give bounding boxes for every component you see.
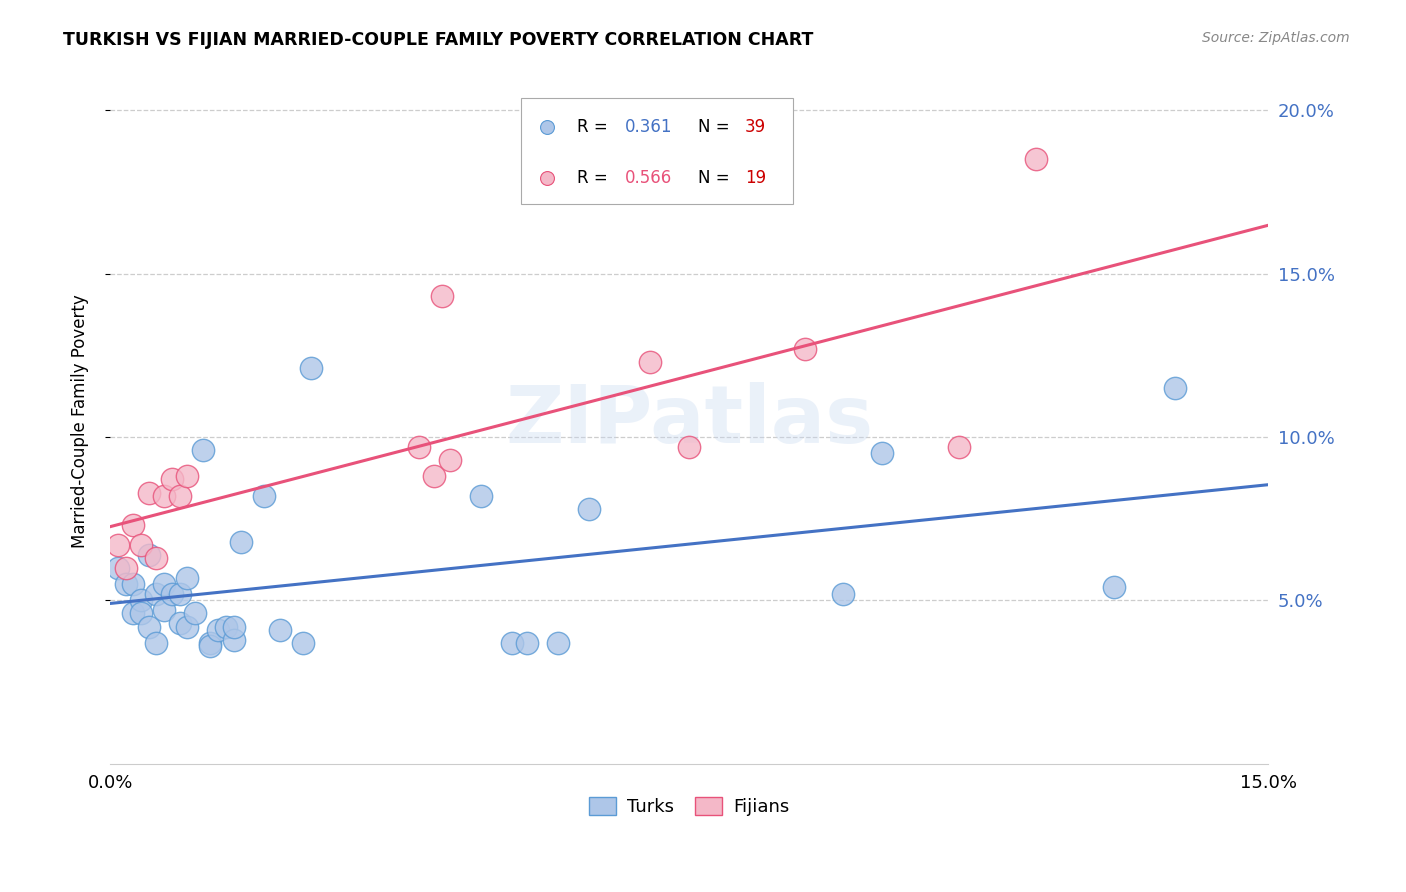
Point bbox=[145, 587, 167, 601]
Point bbox=[160, 473, 183, 487]
Text: 0.361: 0.361 bbox=[626, 118, 673, 136]
Point bbox=[678, 440, 700, 454]
Point bbox=[299, 361, 322, 376]
Point bbox=[1025, 152, 1047, 166]
Point bbox=[153, 489, 176, 503]
Point bbox=[138, 548, 160, 562]
Point bbox=[191, 443, 214, 458]
Text: 19: 19 bbox=[745, 169, 766, 186]
Point bbox=[640, 355, 662, 369]
Point bbox=[122, 577, 145, 591]
Point bbox=[122, 607, 145, 621]
Point bbox=[129, 538, 152, 552]
Point bbox=[253, 489, 276, 503]
Point bbox=[153, 603, 176, 617]
Point bbox=[138, 619, 160, 633]
Point bbox=[200, 636, 222, 650]
Point bbox=[948, 440, 970, 454]
Point bbox=[222, 632, 245, 647]
Point bbox=[408, 440, 430, 454]
Point bbox=[114, 560, 136, 574]
Point bbox=[200, 639, 222, 653]
Point bbox=[215, 619, 238, 633]
Text: N =: N = bbox=[699, 169, 735, 186]
Point bbox=[169, 616, 191, 631]
Text: ZIPatlas: ZIPatlas bbox=[505, 382, 873, 459]
Point bbox=[1102, 580, 1125, 594]
Point bbox=[793, 342, 815, 356]
Point bbox=[129, 607, 152, 621]
Point bbox=[231, 534, 253, 549]
Point bbox=[439, 453, 461, 467]
Point bbox=[423, 469, 446, 483]
Point bbox=[129, 593, 152, 607]
Point bbox=[578, 501, 600, 516]
Point bbox=[169, 587, 191, 601]
Point bbox=[169, 489, 191, 503]
Point bbox=[184, 607, 207, 621]
FancyBboxPatch shape bbox=[522, 98, 793, 204]
Point bbox=[160, 587, 183, 601]
Point bbox=[153, 577, 176, 591]
Point bbox=[176, 469, 198, 483]
Point bbox=[470, 489, 492, 503]
Point bbox=[176, 619, 198, 633]
Text: 0.566: 0.566 bbox=[626, 169, 672, 186]
Point bbox=[292, 636, 315, 650]
Y-axis label: Married-Couple Family Poverty: Married-Couple Family Poverty bbox=[72, 293, 89, 548]
Text: R =: R = bbox=[576, 118, 613, 136]
Point bbox=[516, 636, 538, 650]
Point bbox=[114, 577, 136, 591]
Point bbox=[145, 636, 167, 650]
Text: R =: R = bbox=[576, 169, 613, 186]
Point bbox=[269, 623, 291, 637]
Point bbox=[107, 538, 129, 552]
Point bbox=[207, 623, 229, 637]
Text: TURKISH VS FIJIAN MARRIED-COUPLE FAMILY POVERTY CORRELATION CHART: TURKISH VS FIJIAN MARRIED-COUPLE FAMILY … bbox=[63, 31, 814, 49]
Text: 39: 39 bbox=[745, 118, 766, 136]
Point bbox=[1164, 381, 1187, 395]
Point bbox=[222, 619, 245, 633]
Text: N =: N = bbox=[699, 118, 735, 136]
Point bbox=[122, 518, 145, 533]
Point bbox=[832, 587, 855, 601]
Text: Source: ZipAtlas.com: Source: ZipAtlas.com bbox=[1202, 31, 1350, 45]
Legend: Turks, Fijians: Turks, Fijians bbox=[582, 789, 797, 823]
Point bbox=[138, 485, 160, 500]
Point bbox=[107, 560, 129, 574]
Point bbox=[870, 446, 893, 460]
Point bbox=[176, 570, 198, 584]
Point bbox=[145, 550, 167, 565]
Point bbox=[430, 289, 453, 303]
Point bbox=[547, 636, 569, 650]
Point bbox=[501, 636, 523, 650]
